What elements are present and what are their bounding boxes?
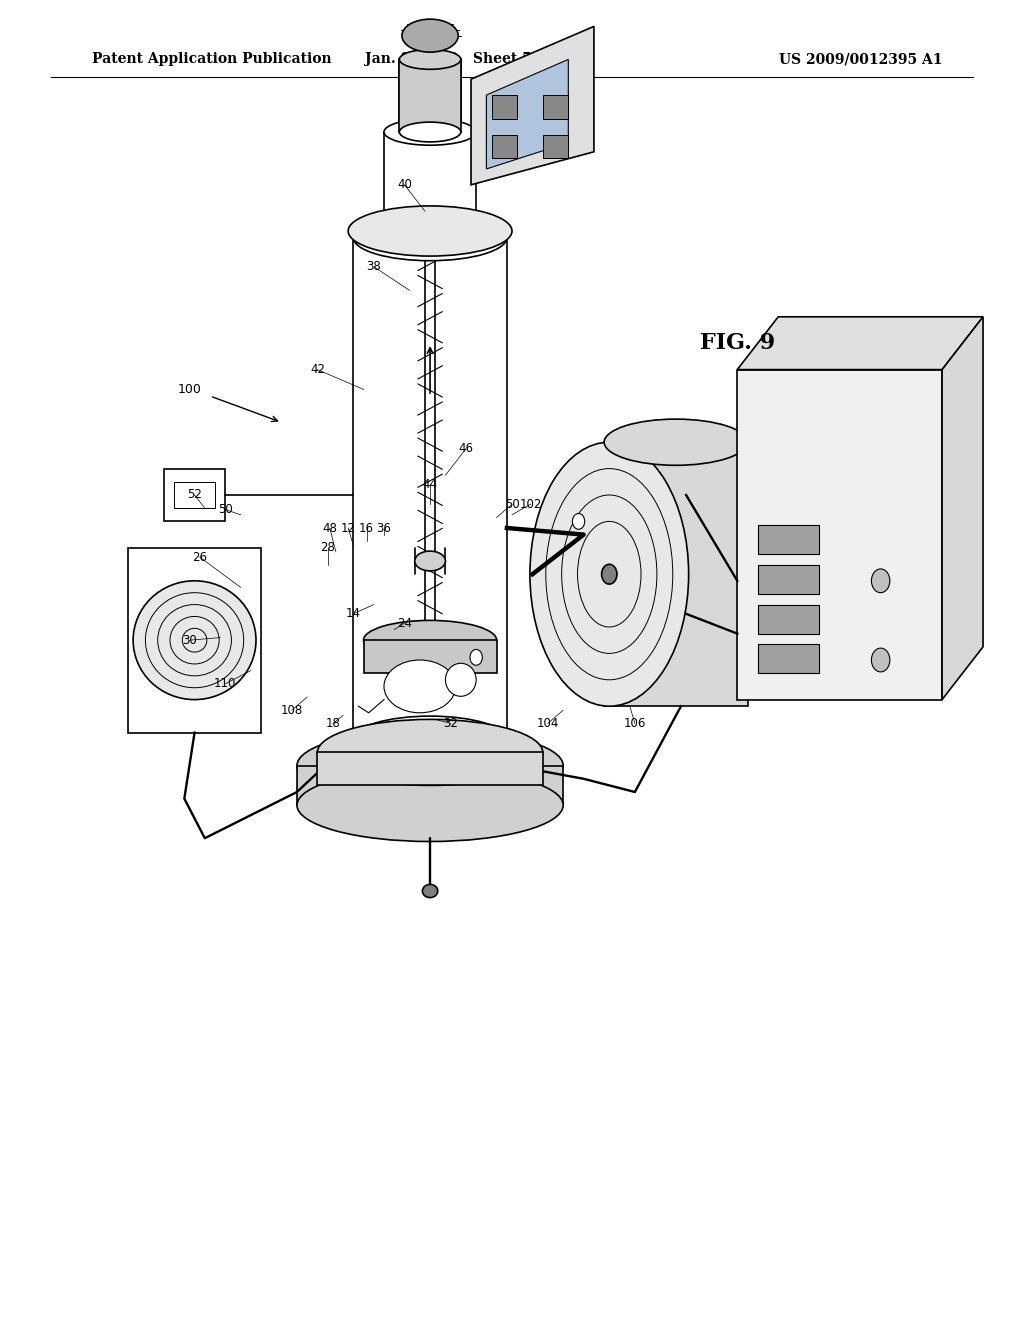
Text: 12: 12	[341, 521, 355, 535]
Bar	[164, 469, 225, 521]
Text: 36: 36	[377, 521, 391, 535]
Ellipse shape	[604, 420, 748, 466]
Ellipse shape	[399, 123, 461, 143]
Text: Jan. 8, 2009   Sheet 5 of 11: Jan. 8, 2009 Sheet 5 of 11	[366, 53, 577, 66]
Bar	[543, 135, 568, 158]
Bar	[492, 95, 517, 119]
Ellipse shape	[297, 729, 563, 801]
Bar	[758, 525, 819, 554]
Polygon shape	[486, 59, 568, 169]
Text: 50: 50	[505, 498, 519, 511]
Ellipse shape	[871, 569, 890, 593]
Ellipse shape	[353, 215, 507, 261]
Ellipse shape	[399, 49, 461, 70]
Text: 48: 48	[323, 521, 337, 535]
Bar	[758, 644, 819, 673]
Bar	[758, 605, 819, 634]
Bar	[492, 135, 517, 158]
Text: 32: 32	[443, 717, 458, 730]
Ellipse shape	[470, 649, 482, 665]
Text: 100: 100	[177, 383, 202, 396]
Text: 40: 40	[397, 178, 412, 191]
Bar	[174, 482, 215, 508]
Text: US 2009/0012395 A1: US 2009/0012395 A1	[778, 53, 942, 66]
Text: 30: 30	[182, 634, 197, 647]
Text: 14: 14	[346, 607, 360, 620]
Text: 42: 42	[310, 363, 325, 376]
Ellipse shape	[572, 513, 585, 529]
Polygon shape	[942, 317, 983, 700]
Ellipse shape	[445, 664, 476, 697]
Text: 102: 102	[519, 498, 542, 511]
Ellipse shape	[384, 119, 476, 145]
Text: 26: 26	[193, 550, 207, 564]
Bar	[399, 59, 461, 132]
Ellipse shape	[353, 715, 507, 763]
Text: 18: 18	[326, 717, 340, 730]
Ellipse shape	[401, 20, 459, 53]
Ellipse shape	[384, 660, 456, 713]
Text: 106: 106	[624, 717, 646, 730]
Bar	[543, 95, 568, 119]
Ellipse shape	[602, 565, 616, 583]
Text: 28: 28	[321, 541, 335, 554]
Text: FIG. 9: FIG. 9	[699, 333, 775, 354]
Ellipse shape	[871, 648, 890, 672]
Text: 108: 108	[281, 704, 303, 717]
Text: Patent Application Publication: Patent Application Publication	[92, 53, 332, 66]
Ellipse shape	[348, 206, 512, 256]
Text: 46: 46	[459, 442, 473, 455]
Ellipse shape	[133, 581, 256, 700]
Ellipse shape	[297, 768, 563, 842]
Bar	[737, 370, 942, 700]
Ellipse shape	[317, 719, 543, 785]
Ellipse shape	[530, 442, 688, 706]
Text: 38: 38	[367, 260, 381, 273]
Bar	[364, 640, 497, 673]
Text: 110: 110	[214, 677, 237, 690]
Bar	[128, 548, 261, 733]
Bar	[758, 565, 819, 594]
Text: 50: 50	[218, 503, 232, 516]
Text: 52: 52	[187, 488, 202, 502]
Text: 16: 16	[359, 521, 374, 535]
Text: 24: 24	[397, 616, 412, 630]
Ellipse shape	[364, 620, 497, 660]
Ellipse shape	[415, 552, 445, 572]
Bar	[604, 442, 748, 706]
Polygon shape	[471, 26, 594, 185]
Text: 44: 44	[423, 478, 437, 491]
Polygon shape	[737, 317, 983, 370]
Ellipse shape	[422, 884, 438, 898]
Bar	[317, 752, 543, 785]
Text: 104: 104	[537, 717, 559, 730]
Bar	[297, 766, 563, 805]
